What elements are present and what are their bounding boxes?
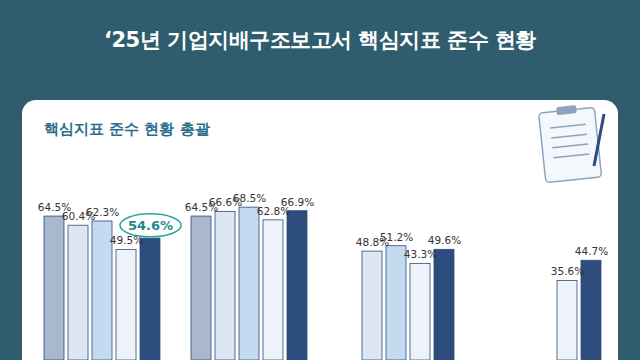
svg-text:43.3%: 43.3% (404, 248, 437, 260)
html-text:핵심지표 준수 현황 총괄: 핵심지표 준수 현황 총괄 (44, 120, 210, 138)
svg-text:66.9%: 66.9% (281, 196, 314, 208)
svg-text:68.5%: 68.5% (233, 192, 266, 204)
html-text:‘25년 기업지배구조보고서 핵심지표 준수 현황: ‘25년 기업지배구조보고서 핵심지표 준수 현황 (104, 28, 536, 52)
svg-text:49.6%: 49.6% (428, 234, 461, 246)
svg-text:60.4%: 60.4% (61, 210, 96, 223)
svg-text:62.3%: 62.3% (86, 206, 119, 218)
svg-text:49.5%: 49.5% (109, 234, 144, 247)
svg-text:64.5%: 64.5% (184, 200, 219, 213)
svg-text:44.7%: 44.7% (575, 245, 608, 257)
svg-text:54.6%: 54.6% (128, 218, 173, 233)
svg-text:48.8%: 48.8% (355, 236, 390, 248)
svg-text:64.5%: 64.5% (37, 200, 72, 213)
svg-text:51.2%: 51.2% (380, 231, 413, 243)
svg-text:66.6%: 66.6% (208, 196, 243, 209)
svg-text:35.6%: 35.6% (551, 265, 584, 277)
svg-text:62.8%: 62.8% (256, 204, 291, 217)
